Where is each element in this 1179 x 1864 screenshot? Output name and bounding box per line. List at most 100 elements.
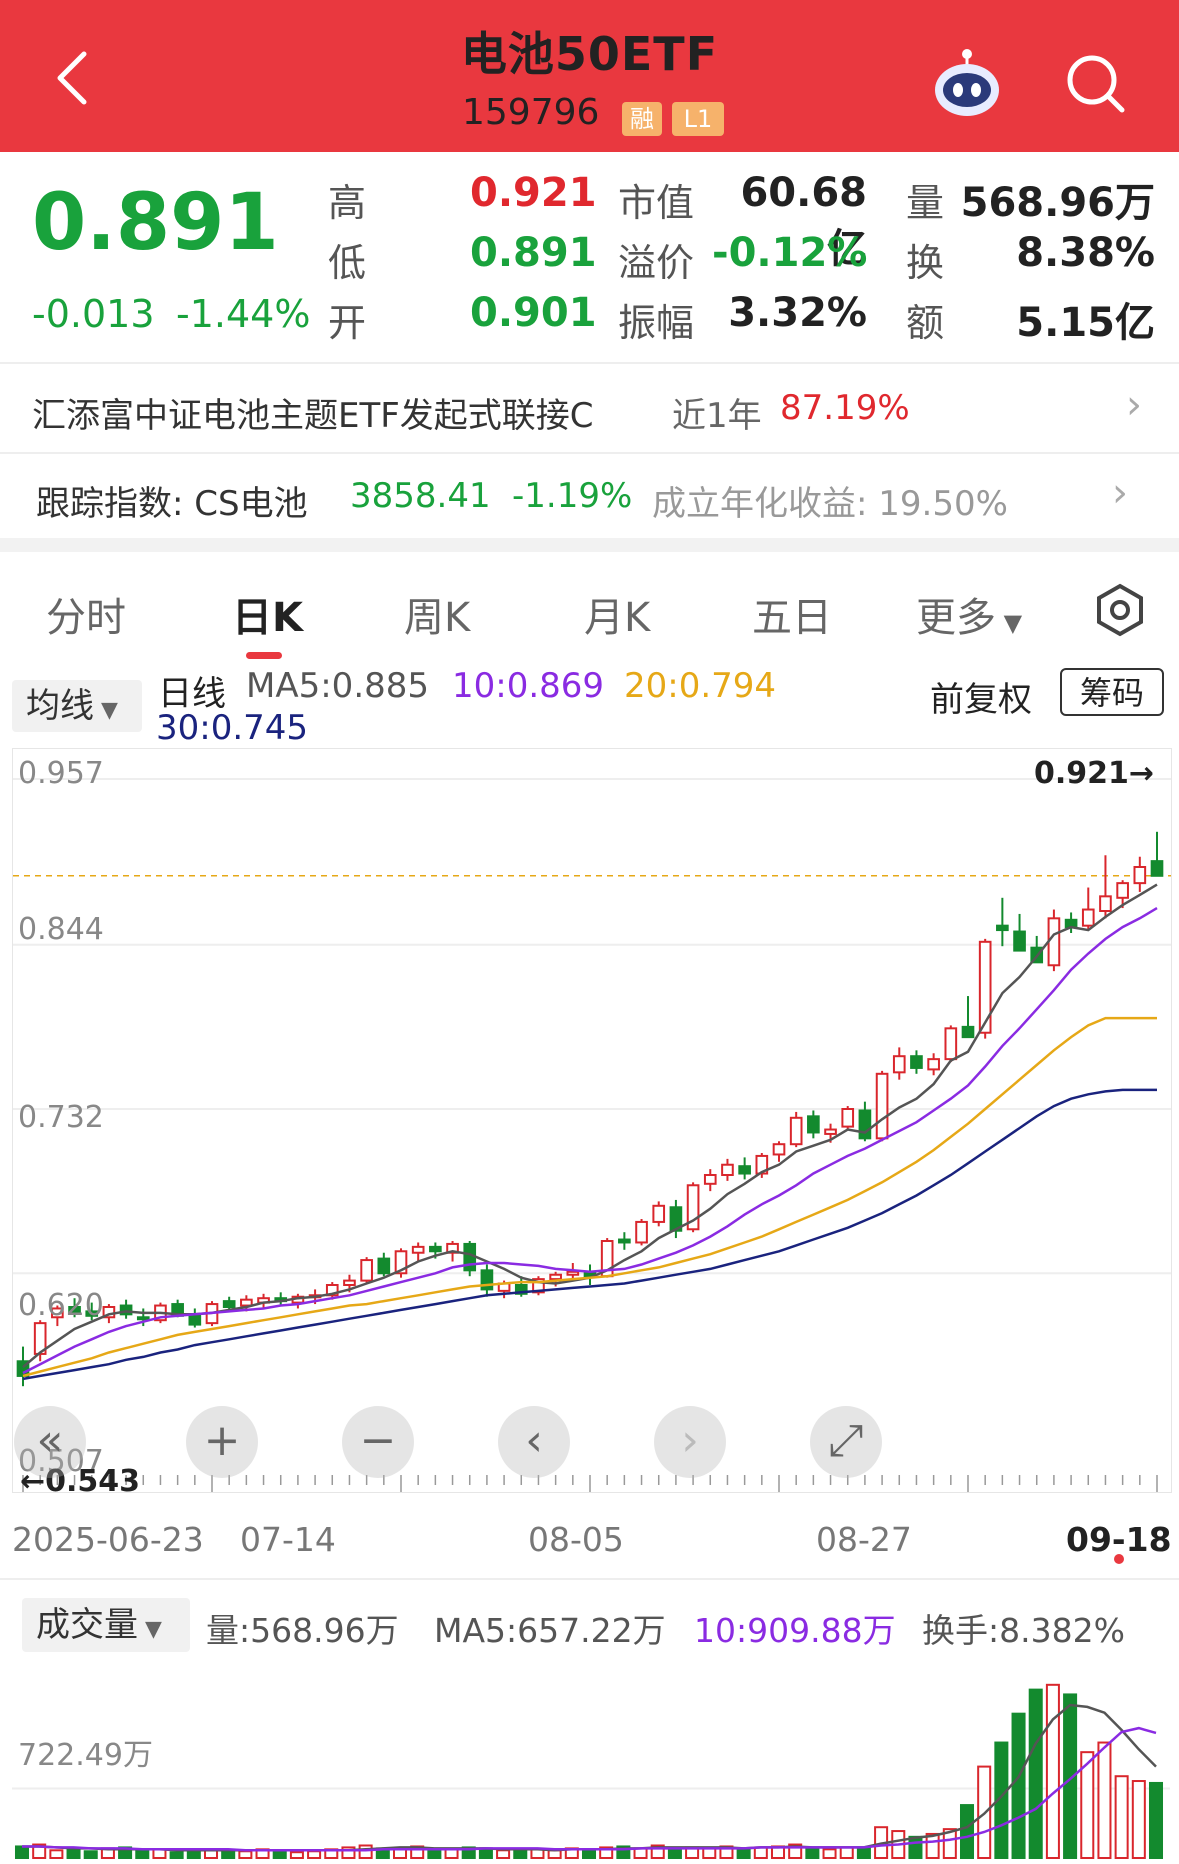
zoom-out-button[interactable]: − xyxy=(342,1406,414,1478)
x-tick-label: 08-27 xyxy=(816,1520,912,1559)
volume-bar xyxy=(135,1849,150,1860)
scroll-left-button[interactable]: ‹ xyxy=(498,1406,570,1478)
volume-bar xyxy=(581,1848,597,1860)
candle-body xyxy=(703,1174,717,1185)
candle-body xyxy=(824,1128,837,1135)
volume-bar xyxy=(66,1848,81,1860)
candle-body xyxy=(240,1298,253,1307)
volume-bar xyxy=(1063,1693,1078,1859)
candle-body xyxy=(1150,860,1164,877)
volume-bar xyxy=(753,1846,768,1859)
candle-body xyxy=(119,1304,133,1316)
candle-body xyxy=(394,1250,408,1275)
tab-intraday[interactable]: 分时 xyxy=(46,595,126,641)
ma20-value: 20:0.794 xyxy=(624,666,777,706)
candle-body xyxy=(772,1143,786,1156)
chip-distribution-button[interactable]: 筹码 xyxy=(1060,668,1164,716)
adjust-mode[interactable]: 前复权 xyxy=(930,680,1032,720)
volume-bar xyxy=(392,1848,408,1860)
volume-bar xyxy=(1148,1781,1164,1859)
candle-body xyxy=(1081,908,1095,927)
x-tick-label: 08-05 xyxy=(528,1520,624,1559)
current-date-dot xyxy=(1114,1554,1124,1564)
volume-chart[interactable] xyxy=(12,1600,1172,1864)
indicator-selector[interactable]: 成交量 ▼ xyxy=(22,1598,190,1652)
tab-more[interactable]: 更多 ▼ xyxy=(916,585,1022,643)
tracking-index-row[interactable]: 跟踪指数: CS电池 3858.41 -1.19% 成立年化收益: 19.50%… xyxy=(0,452,1179,540)
volume-bar xyxy=(1131,1780,1146,1859)
candle-body xyxy=(789,1116,803,1146)
y-tick-label: 0.844 xyxy=(18,912,104,947)
candle-body xyxy=(686,1184,700,1231)
volume-bar xyxy=(805,1847,820,1859)
ma10-line xyxy=(22,907,1158,1375)
candle-body xyxy=(68,1306,81,1314)
ma30-value: 30:0.745 xyxy=(156,708,309,748)
caret-down-icon: ▼ xyxy=(138,1617,162,1642)
volume-bar xyxy=(1011,1712,1026,1859)
active-tab-indicator xyxy=(246,652,282,659)
candle-body xyxy=(1099,895,1112,912)
tab-daily-k[interactable]: 日K xyxy=(232,595,303,641)
volume-bar xyxy=(925,1832,940,1860)
volume-bar xyxy=(307,1850,322,1859)
candle-body xyxy=(446,1242,459,1254)
candle-body xyxy=(1013,930,1026,952)
candle-body xyxy=(532,1278,545,1294)
candle-body xyxy=(944,1027,958,1061)
indicator-selector-label: 成交量 xyxy=(36,1605,138,1645)
volume-bar xyxy=(1080,1751,1095,1859)
candle-body xyxy=(807,1115,820,1134)
search-icon[interactable] xyxy=(1062,50,1128,116)
volume-bar xyxy=(822,1848,837,1860)
y-tick-label: 0.507 xyxy=(18,1444,104,1479)
turnover-value: 8.38% xyxy=(1016,230,1155,276)
scroll-right-button[interactable]: › xyxy=(654,1406,726,1478)
candle-body xyxy=(721,1163,734,1177)
period-return: 87.19% xyxy=(780,388,910,428)
back-icon[interactable] xyxy=(46,48,106,108)
candle-body xyxy=(411,1245,425,1254)
candle-body xyxy=(480,1269,494,1291)
section-divider xyxy=(0,1578,1179,1580)
volume-bar xyxy=(496,1849,511,1860)
volume-bar xyxy=(14,1845,30,1860)
volume-bar xyxy=(49,1849,64,1860)
max-price-label: 0.921→ xyxy=(1034,756,1155,791)
tab-five-day[interactable]: 五日 xyxy=(752,595,832,641)
volume-bar xyxy=(513,1850,528,1859)
robot-assistant-icon[interactable] xyxy=(930,46,1004,120)
tab-weekly-k[interactable]: 周K xyxy=(404,595,471,641)
candle-body xyxy=(927,1058,940,1071)
linked-fund-row[interactable]: 汇添富中证电池主题ETF发起式联接C 近1年 87.19% › xyxy=(0,362,1179,454)
period-label: 近1年 xyxy=(672,396,762,436)
settings-icon[interactable] xyxy=(1092,582,1148,638)
fullscreen-button[interactable]: ⤢ xyxy=(810,1406,882,1478)
low-value: 0.891 xyxy=(470,230,597,276)
candle-body xyxy=(136,1316,150,1321)
volume-bar xyxy=(427,1849,442,1860)
amplitude-label: 振幅 xyxy=(618,301,695,345)
volume-bar xyxy=(942,1828,957,1859)
candle-body xyxy=(652,1204,666,1223)
volume-axis-label: 722.49万 xyxy=(18,1738,153,1773)
low-label: 低 xyxy=(328,241,367,285)
scroll-start-button[interactable]: « xyxy=(14,1406,86,1478)
level-tag: L1 xyxy=(672,102,724,136)
x-tick-label: 2025-06-23 xyxy=(12,1520,204,1559)
zoom-in-button[interactable]: + xyxy=(186,1406,258,1478)
open-label: 开 xyxy=(328,301,367,345)
candle-body xyxy=(85,1310,99,1317)
volume-svg xyxy=(12,1683,1170,1860)
ma-selector[interactable]: 均线 ▼ xyxy=(12,680,142,732)
tab-monthly-k[interactable]: 月K xyxy=(584,595,651,641)
kline-chart[interactable] xyxy=(12,748,1172,1493)
candle-body xyxy=(669,1206,683,1232)
open-value: 0.901 xyxy=(470,290,597,336)
premium-label: 溢价 xyxy=(618,241,695,285)
candle-body xyxy=(222,1300,236,1309)
volume-value: 量:568.96万 xyxy=(206,1611,399,1650)
y-tick-label: 0.957 xyxy=(18,756,104,791)
linked-fund-name: 汇添富中证电池主题ETF发起式联接C xyxy=(32,396,594,436)
y-tick-label: 0.732 xyxy=(18,1100,104,1135)
